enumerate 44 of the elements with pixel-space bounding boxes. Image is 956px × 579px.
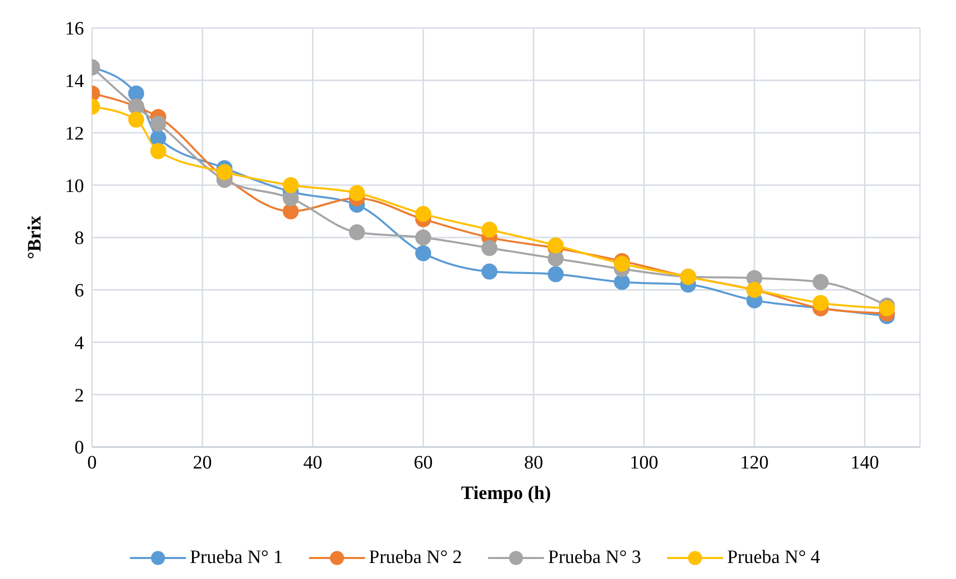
point <box>216 164 232 180</box>
point <box>481 240 498 256</box>
x-tick-label: 100 <box>630 452 658 474</box>
x-tick-label: 120 <box>740 452 769 474</box>
y-tick-label: 0 <box>74 438 84 459</box>
point <box>150 116 166 132</box>
point <box>415 206 432 222</box>
point <box>282 177 299 194</box>
y-tick-label: 4 <box>74 332 84 354</box>
y-tick-label: 6 <box>74 280 84 302</box>
point <box>128 112 144 128</box>
y-axis-title: °Brix <box>24 215 46 260</box>
y-tick-label: 8 <box>74 228 84 250</box>
x-tick-label: 140 <box>850 452 880 474</box>
y-tick-label: 2 <box>74 385 84 406</box>
point <box>812 294 829 311</box>
point <box>548 237 564 254</box>
point <box>548 250 564 266</box>
point <box>128 85 144 102</box>
point <box>348 184 365 201</box>
point <box>548 266 564 282</box>
point <box>415 230 432 246</box>
point <box>415 245 432 262</box>
legend-label: Prueba N° 3 <box>548 547 642 569</box>
x-axis-title: Tiempo (h) <box>461 483 551 504</box>
point <box>150 143 166 160</box>
legend-label: Prueba N° 1 <box>190 547 283 569</box>
y-tick-label: 14 <box>65 71 84 92</box>
legend-label: Prueba N° 4 <box>727 547 820 569</box>
x-tick-label: 40 <box>303 452 322 474</box>
point <box>282 190 299 206</box>
x-tick-label: 80 <box>524 452 544 474</box>
y-tick-label: 12 <box>65 123 84 144</box>
point <box>614 274 630 290</box>
point <box>812 274 829 290</box>
point <box>282 203 299 220</box>
y-tick-label: 10 <box>65 176 84 197</box>
x-tick-label: 60 <box>414 452 433 474</box>
point <box>348 224 365 240</box>
legend-label: Prueba N° 2 <box>368 547 462 569</box>
x-tick-label: 20 <box>192 452 212 474</box>
point <box>481 264 498 280</box>
point <box>481 222 498 238</box>
y-tick-label: 16 <box>65 18 84 40</box>
